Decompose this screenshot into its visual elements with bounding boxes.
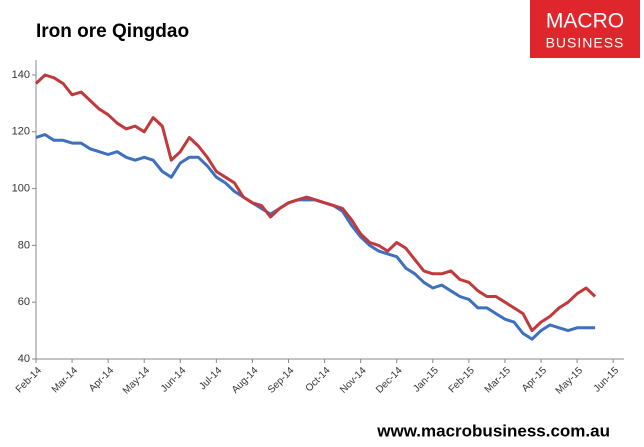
x-tick-label: May-14 — [121, 365, 153, 397]
x-tick-label: Oct-14 — [304, 365, 333, 394]
x-tick-label: Jun-15 — [592, 365, 622, 395]
x-tick-label: May-15 — [554, 365, 586, 397]
x-tick-label: Mar-14 — [50, 365, 80, 395]
x-tick-label: Apr-15 — [520, 365, 549, 394]
x-tick-label: Feb-15 — [447, 365, 477, 395]
x-tick-label: Apr-14 — [87, 365, 116, 394]
y-tick-label: 40 — [18, 353, 30, 365]
chart-title: Iron ore Qingdao — [36, 21, 189, 42]
x-tick-label: Jan-15 — [411, 365, 441, 395]
x-tick-label: Mar-15 — [483, 365, 513, 395]
logo-text: BUSINESS — [546, 35, 625, 51]
x-tick-label: Sep-14 — [266, 365, 297, 396]
y-tick-label: 100 — [12, 182, 30, 194]
y-tick-label: 80 — [18, 239, 30, 251]
x-tick-label: Jun-14 — [159, 365, 189, 395]
y-tick-label: 140 — [12, 69, 30, 81]
footer: www.macrobusiness.com.au — [376, 421, 610, 440]
y-tick-label: 60 — [18, 296, 30, 308]
logo-text: MACRO — [546, 10, 624, 33]
x-tick-label: Jul-14 — [197, 365, 224, 392]
x-tick-label: Nov-14 — [338, 365, 369, 396]
y-tick-label: 120 — [12, 126, 30, 138]
x-tick-label: Dec-14 — [374, 365, 405, 396]
series-line — [34, 73, 597, 333]
x-tick-label: Aug-14 — [230, 365, 261, 396]
series-line — [35, 133, 596, 341]
logo-box — [530, 0, 640, 58]
x-tick-label: Feb-14 — [14, 365, 44, 395]
